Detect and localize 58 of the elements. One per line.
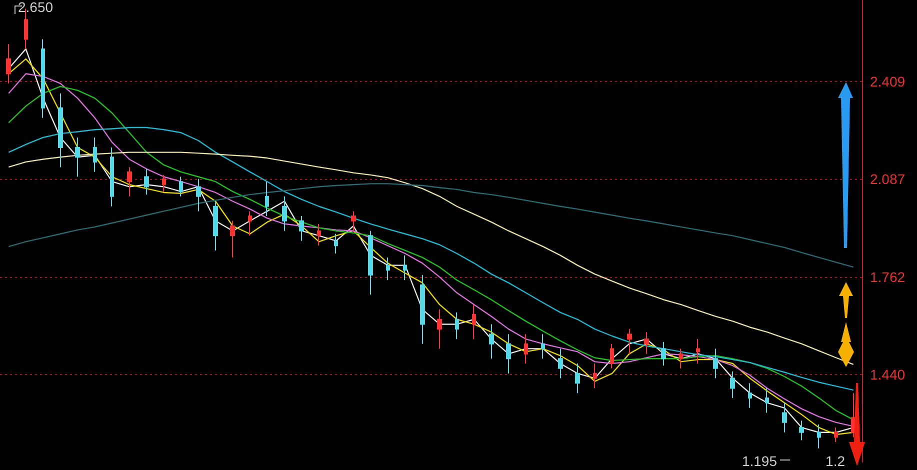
candlestick: [765, 388, 769, 414]
candlestick: [506, 334, 511, 374]
candlestick: [162, 174, 166, 192]
candlestick: [713, 348, 718, 379]
y-tick-label: 2.087: [870, 170, 906, 187]
y-tick-label: 1.440: [870, 366, 906, 382]
candlestick: [93, 136, 97, 172]
candlestick: [127, 166, 132, 197]
candlestick: [558, 348, 563, 379]
line-series: [8, 152, 854, 366]
candlestick: [58, 92, 63, 168]
candlestick: [265, 181, 269, 217]
candlestick: [661, 342, 666, 366]
annotation: 2.650: [18, 0, 54, 15]
candlestick: [317, 223, 321, 246]
candlestick: [75, 136, 80, 178]
candlestick: [41, 38, 45, 118]
candlestick: [610, 343, 614, 369]
candlestick: [541, 334, 545, 360]
candlestick: [524, 334, 528, 364]
candlestick: [799, 420, 804, 441]
candlestick: [679, 348, 683, 369]
candlestick: [248, 210, 252, 236]
candlestick: [730, 370, 735, 398]
y-tick-label: 1.762: [870, 269, 906, 286]
candlestick: [179, 176, 183, 197]
candlestick: [420, 274, 425, 344]
candlestick: [782, 402, 787, 433]
candlestick: [575, 362, 580, 394]
candlestick: [144, 168, 149, 196]
candlestick: [593, 362, 597, 389]
annotation: 1.2: [826, 453, 846, 469]
candlestick: [455, 312, 459, 340]
candlestick: [696, 338, 700, 364]
annotation: 1.195: [742, 453, 778, 469]
candlestick: [627, 328, 632, 354]
candlestick: [368, 230, 373, 296]
line-series: [8, 183, 854, 268]
candlestick: [834, 427, 838, 443]
candlestick: [282, 196, 287, 232]
candlestick: [213, 200, 218, 251]
candlestick: [817, 424, 821, 449]
candlestick: [644, 332, 649, 354]
candlestick: [110, 146, 114, 207]
candlestick: [196, 178, 201, 212]
candlestick: [403, 254, 407, 281]
candlestick: [748, 382, 752, 408]
candlestick: [334, 233, 338, 254]
candlestick: [230, 220, 235, 258]
candlestick: [437, 308, 442, 350]
candlestick: [386, 256, 390, 281]
candlestick: [472, 304, 476, 340]
candlestick: [299, 216, 304, 242]
y-tick-label: 2.409: [870, 74, 906, 90]
candlestick: [6, 44, 11, 84]
candlestick: [489, 324, 494, 360]
line-series: [8, 126, 854, 391]
candlestick: [351, 210, 356, 232]
